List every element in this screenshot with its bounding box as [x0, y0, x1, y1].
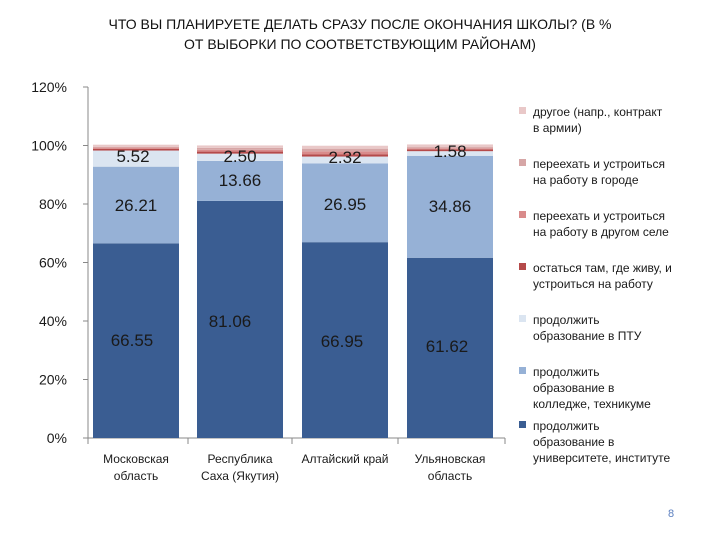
- data-label: 26.21: [115, 196, 158, 215]
- legend-item-label: образование в ПТУ: [533, 329, 642, 343]
- data-label: 61.62: [426, 337, 469, 356]
- legend-item-label: переехать и устроиться: [533, 209, 665, 223]
- legend-item-label: устроиться на работу: [533, 277, 653, 291]
- x-tick-label: Республика: [207, 452, 272, 466]
- bar-segment: [197, 151, 283, 154]
- legend-item-label: переехать и устроиться: [533, 157, 665, 171]
- data-label: 13.66: [219, 171, 262, 190]
- data-label: 5.52: [116, 147, 149, 166]
- chart-title-line-2: ОТ ВЫБОРКИ ПО СООТВЕТСТВУЮЩИМ РАЙОНАМ): [184, 36, 536, 52]
- data-label: 2.50: [223, 147, 256, 166]
- x-tick-label: Московская: [103, 452, 169, 466]
- bar-segment: [407, 147, 493, 149]
- bar-segment: [197, 145, 283, 148]
- chart-title: ЧТО ВЫ ПЛАНИРУЕТЕ ДЕЛАТЬ СРАЗУ ПОСЛЕ ОКО…: [60, 14, 660, 54]
- legend-item-label: продолжить: [533, 419, 599, 433]
- bar-segment: [93, 148, 179, 151]
- data-label: 1.58: [433, 142, 466, 161]
- y-tick-label: 0%: [47, 430, 67, 446]
- data-label: 66.95: [321, 332, 364, 351]
- bar-segment: [407, 148, 493, 150]
- y-tick-label: 20%: [39, 372, 67, 388]
- legend-swatch: [519, 367, 526, 374]
- legend-swatch: [519, 107, 526, 114]
- bar-segment: [93, 243, 179, 438]
- bar-segment: [302, 145, 388, 149]
- bar-segment: [407, 155, 493, 258]
- legend-item-label: на работу в другом селе: [533, 225, 669, 239]
- data-label: 34.86: [429, 197, 472, 216]
- x-tick-label: Алтайский край: [301, 452, 388, 466]
- legend-item-label: продолжить: [533, 365, 599, 379]
- slide-number: 8: [668, 508, 675, 520]
- bar-segment: [93, 166, 179, 244]
- legend-swatch: [519, 211, 526, 218]
- bar-segment: [93, 150, 179, 167]
- data-label: 26.95: [324, 195, 367, 214]
- bar-segment: [302, 163, 388, 243]
- bar-segment: [197, 200, 283, 438]
- bar-segment: [407, 149, 493, 152]
- bar-segment: [93, 144, 179, 147]
- data-label: 2.32: [328, 148, 361, 167]
- y-tick-label: 120%: [31, 79, 67, 95]
- y-tick-label: 80%: [39, 196, 67, 212]
- data-label: 66.55: [111, 331, 154, 350]
- data-label: 81.06: [209, 312, 252, 331]
- bar-segment: [197, 147, 283, 150]
- y-tick-label: 100%: [31, 138, 67, 154]
- legend-item-label: образование в: [533, 435, 614, 449]
- legend-item-label: образование в: [533, 381, 614, 395]
- x-tick-label: Ульяновская: [415, 452, 486, 466]
- bar-segment: [302, 242, 388, 438]
- legend-swatch: [519, 421, 526, 428]
- x-tick-label: область: [114, 469, 158, 483]
- x-tick-label: Саха (Якутия): [201, 469, 279, 483]
- x-tick-label: область: [428, 469, 472, 483]
- legend-item-label: другое (напр., контракт: [533, 105, 663, 119]
- legend-item-label: на работу в городе: [533, 173, 639, 187]
- bar-segment: [407, 144, 493, 148]
- legend-item-label: продолжить: [533, 313, 599, 327]
- bar-segment: [407, 257, 493, 438]
- bar-segment: [302, 151, 388, 155]
- legend-swatch: [519, 159, 526, 166]
- legend-swatch: [519, 315, 526, 322]
- legend-item-label: университете, институте: [533, 451, 670, 465]
- bar-segment: [302, 148, 388, 152]
- bar-segment: [197, 149, 283, 152]
- legend-item-label: в армии): [533, 121, 582, 135]
- legend-swatch: [519, 263, 526, 270]
- legend-item-label: остаться там, где живу, и: [533, 261, 672, 275]
- bar-segment: [302, 154, 388, 157]
- chart-title-line-1: ЧТО ВЫ ПЛАНИРУЕТЕ ДЕЛАТЬ СРАЗУ ПОСЛЕ ОКО…: [108, 16, 612, 32]
- bar-segment: [302, 156, 388, 164]
- legend-item-label: колледже, техникуме: [533, 397, 651, 411]
- bar-segment: [197, 160, 283, 201]
- bar-segment: [93, 146, 179, 148]
- y-tick-label: 60%: [39, 255, 67, 271]
- bar-segment: [197, 153, 283, 161]
- bar-segment: [93, 147, 179, 149]
- y-tick-label: 40%: [39, 313, 67, 329]
- bar-segment: [407, 151, 493, 156]
